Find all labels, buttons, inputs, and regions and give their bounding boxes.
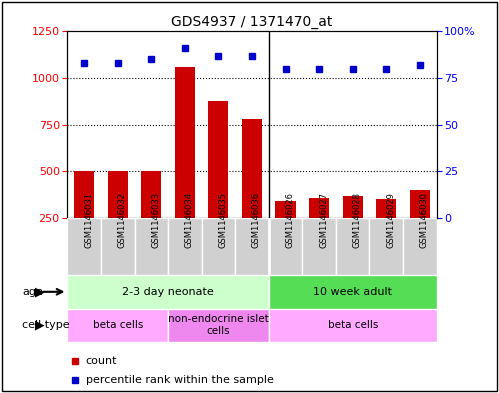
Bar	[403, 218, 437, 275]
Text: ▶: ▶	[35, 319, 45, 332]
Bar	[343, 196, 363, 218]
Text: GSM1146032: GSM1146032	[118, 192, 127, 248]
Text: GSM1146026: GSM1146026	[285, 192, 294, 248]
Text: GSM1146034: GSM1146034	[185, 192, 194, 248]
Bar	[108, 171, 128, 218]
Bar	[336, 218, 369, 275]
Bar	[67, 218, 101, 275]
Bar	[202, 218, 235, 275]
Text: GSM1146027: GSM1146027	[319, 192, 328, 248]
Bar	[168, 218, 202, 275]
Bar	[309, 198, 329, 218]
Bar	[410, 190, 430, 218]
Text: beta cells: beta cells	[92, 320, 143, 330]
Bar	[74, 171, 94, 218]
Bar	[67, 309, 168, 342]
Bar	[269, 309, 437, 342]
Bar	[269, 218, 302, 275]
Bar	[168, 309, 269, 342]
Bar	[135, 218, 168, 275]
Text: beta cells: beta cells	[327, 320, 378, 330]
Bar	[302, 218, 336, 275]
Bar	[67, 275, 269, 309]
Bar	[376, 200, 396, 218]
Bar	[242, 119, 262, 218]
Text: GSM1146031: GSM1146031	[84, 192, 93, 248]
Text: GSM1146036: GSM1146036	[252, 192, 261, 248]
Text: 10 week adult: 10 week adult	[313, 287, 392, 297]
Bar	[275, 201, 295, 218]
Bar	[175, 67, 195, 218]
Text: GSM1146029: GSM1146029	[386, 192, 395, 248]
Text: cell type: cell type	[22, 320, 70, 330]
Text: percentile rank within the sample: percentile rank within the sample	[86, 375, 274, 386]
Bar	[209, 101, 229, 218]
Text: 2-3 day neonate: 2-3 day neonate	[122, 287, 214, 297]
Bar	[141, 171, 161, 218]
Text: age: age	[22, 287, 43, 297]
Text: count: count	[86, 356, 117, 366]
Title: GDS4937 / 1371470_at: GDS4937 / 1371470_at	[171, 15, 333, 29]
Bar	[269, 275, 437, 309]
Text: GSM1146030: GSM1146030	[420, 192, 429, 248]
Bar	[235, 218, 269, 275]
Bar	[369, 218, 403, 275]
Bar	[101, 218, 135, 275]
Text: GSM1146033: GSM1146033	[151, 192, 160, 248]
Text: GSM1146028: GSM1146028	[353, 192, 362, 248]
Text: non-endocrine islet
cells: non-endocrine islet cells	[168, 314, 269, 336]
Text: ▶: ▶	[35, 285, 45, 298]
Text: GSM1146035: GSM1146035	[219, 192, 228, 248]
